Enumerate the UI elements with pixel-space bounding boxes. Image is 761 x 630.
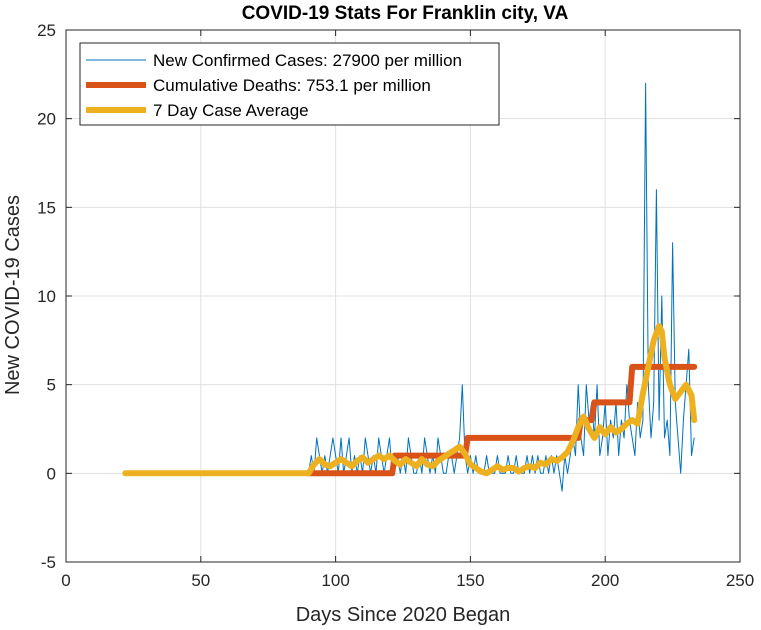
legend-entry: 7 Day Case Average [153, 101, 309, 120]
y-tick-label: 5 [47, 376, 56, 395]
y-tick-label: 25 [37, 21, 56, 40]
y-tick-label: -5 [41, 553, 56, 572]
x-axis-label: Days Since 2020 Began [296, 604, 511, 626]
legend-entry: New Confirmed Cases: 27900 per million [153, 51, 462, 70]
x-tick-label: 250 [726, 571, 754, 590]
y-tick-label: 20 [37, 110, 56, 129]
y-tick-label: 0 [47, 464, 56, 483]
x-tick-label: 50 [191, 571, 210, 590]
y-axis-label: New COVID-19 Cases [2, 195, 24, 395]
y-tick-label: 15 [37, 198, 56, 217]
axis-ticks: 0 50 100 150 200 250 -5 0 5 10 15 20 25 [37, 21, 754, 590]
x-tick-label: 100 [321, 571, 349, 590]
x-tick-label: 150 [456, 571, 484, 590]
legend: New Confirmed Cases: 27900 per million Cu… [79, 42, 500, 126]
chart-title: COVID-19 Stats For Franklin city, VA [242, 3, 569, 24]
legend-entry: Cumulative Deaths: 753.1 per million [153, 76, 431, 95]
series-line-3 [122, 323, 698, 477]
legend-box [79, 42, 500, 126]
x-tick-label: 200 [591, 571, 619, 590]
y-tick-label: 10 [37, 287, 56, 306]
x-tick-label: 0 [61, 571, 70, 590]
